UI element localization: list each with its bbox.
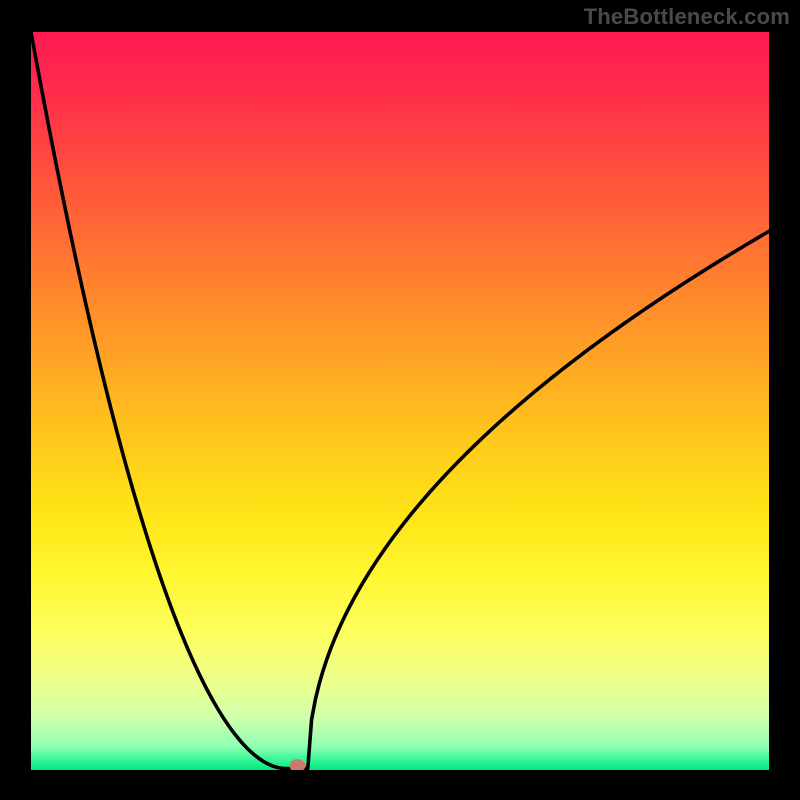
plot-svg xyxy=(31,32,769,770)
chart-container: TheBottleneck.com xyxy=(0,0,800,800)
watermark-text: TheBottleneck.com xyxy=(584,4,790,30)
plot-area xyxy=(31,32,769,770)
gradient-background xyxy=(31,32,769,770)
